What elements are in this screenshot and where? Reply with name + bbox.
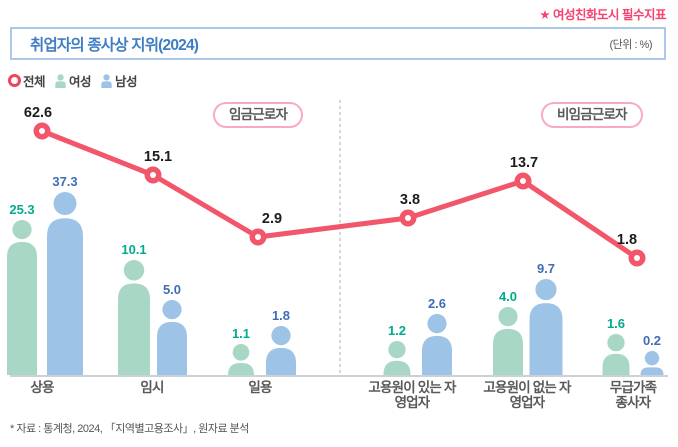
male-figure-body — [529, 303, 563, 375]
male-figure-body — [640, 367, 664, 375]
line-marker-icon — [8, 74, 21, 87]
total-value-label: 15.1 — [144, 149, 172, 165]
female-figure-head — [607, 334, 625, 352]
male-value-label: 37.3 — [52, 174, 77, 189]
female-figure-body — [493, 328, 523, 375]
male-value-label: 1.8 — [272, 308, 290, 323]
page-title: 취업자의 종사상 지위(2024) — [30, 36, 199, 54]
legend-label: 전체 — [23, 75, 46, 89]
female-value-label: 1.2 — [388, 323, 406, 338]
total-value-label: 3.8 — [400, 192, 420, 208]
category-label: 임시 — [140, 380, 164, 395]
male-figure-head — [271, 326, 291, 346]
total-value-label: 2.9 — [262, 211, 282, 227]
legend: 전체 여성 남성 — [8, 71, 138, 90]
male-figure-body — [266, 347, 296, 375]
male-value-label: 0.2 — [643, 333, 661, 348]
section-label-wage-workers: 임금근로자 — [213, 102, 304, 129]
legend-label: 남성 — [115, 75, 138, 89]
female-figure-head — [232, 344, 250, 361]
total-value-label: 13.7 — [510, 155, 538, 171]
female-figure-head — [12, 220, 32, 240]
male-figure-body — [47, 218, 83, 375]
female-figure-body — [118, 283, 150, 375]
female-figure-head — [498, 307, 518, 327]
total-marker-center — [405, 215, 411, 221]
category-label: 일용 — [248, 380, 272, 395]
male-figure-head — [53, 192, 77, 216]
total-line — [39, 128, 640, 261]
legend-item: 여성 — [54, 71, 92, 90]
total-marker-center — [255, 234, 261, 240]
female-figure-body — [602, 353, 630, 375]
total-marker-center — [520, 178, 526, 184]
female-value-label: 10.1 — [121, 242, 146, 257]
female-value-label: 1.6 — [607, 316, 625, 331]
female-value-label: 1.1 — [232, 326, 250, 341]
male-value-label: 2.6 — [428, 296, 446, 311]
male-figure-head — [644, 351, 660, 366]
female-person-icon — [55, 73, 66, 88]
male-figure-body — [422, 335, 452, 375]
female-figure-head — [388, 341, 406, 359]
female-figure-body — [7, 241, 37, 375]
female-figure-body — [383, 360, 411, 375]
legend-item: 전체 — [8, 71, 46, 90]
male-value-label: 5.0 — [163, 282, 181, 297]
male-person-icon — [101, 73, 112, 88]
male-figure-body — [157, 321, 187, 375]
female-value-label: 25.3 — [9, 202, 34, 217]
male-value-label: 9.7 — [537, 261, 555, 276]
unit-label: (단위 : %) — [609, 38, 652, 51]
total-marker-center — [634, 255, 640, 261]
category-label: 고용원이 있는 자 영업자 — [368, 380, 456, 411]
source-note: * 자료 : 통계청, 2024, 「지역별고용조사」, 원자료 분석 — [10, 423, 249, 435]
category-label: 무급가족 종사자 — [609, 380, 657, 411]
legend-item: 남성 — [100, 71, 138, 90]
female-value-label: 4.0 — [499, 289, 517, 304]
total-value-label: 62.6 — [24, 105, 52, 121]
male-figure-head — [162, 300, 182, 320]
category-label: 고용원이 없는 자 영업자 — [483, 380, 571, 411]
total-marker-center — [39, 128, 45, 134]
required-indicator-note: ★ 여성친화도시 필수지표 — [539, 8, 666, 22]
section-label-nonwage-workers: 비임금근로자 — [541, 102, 643, 129]
total-marker-center — [150, 172, 156, 178]
category-label: 상용 — [30, 380, 54, 395]
chart-header: 취업자의 종사상 지위(2024) (단위 : %) — [10, 27, 666, 60]
male-figure-head — [535, 279, 557, 301]
female-figure-body — [228, 362, 254, 375]
male-figure-head — [427, 314, 447, 334]
total-value-label: 1.8 — [617, 232, 637, 248]
female-figure-head — [123, 260, 145, 281]
legend-label: 여성 — [69, 75, 92, 89]
